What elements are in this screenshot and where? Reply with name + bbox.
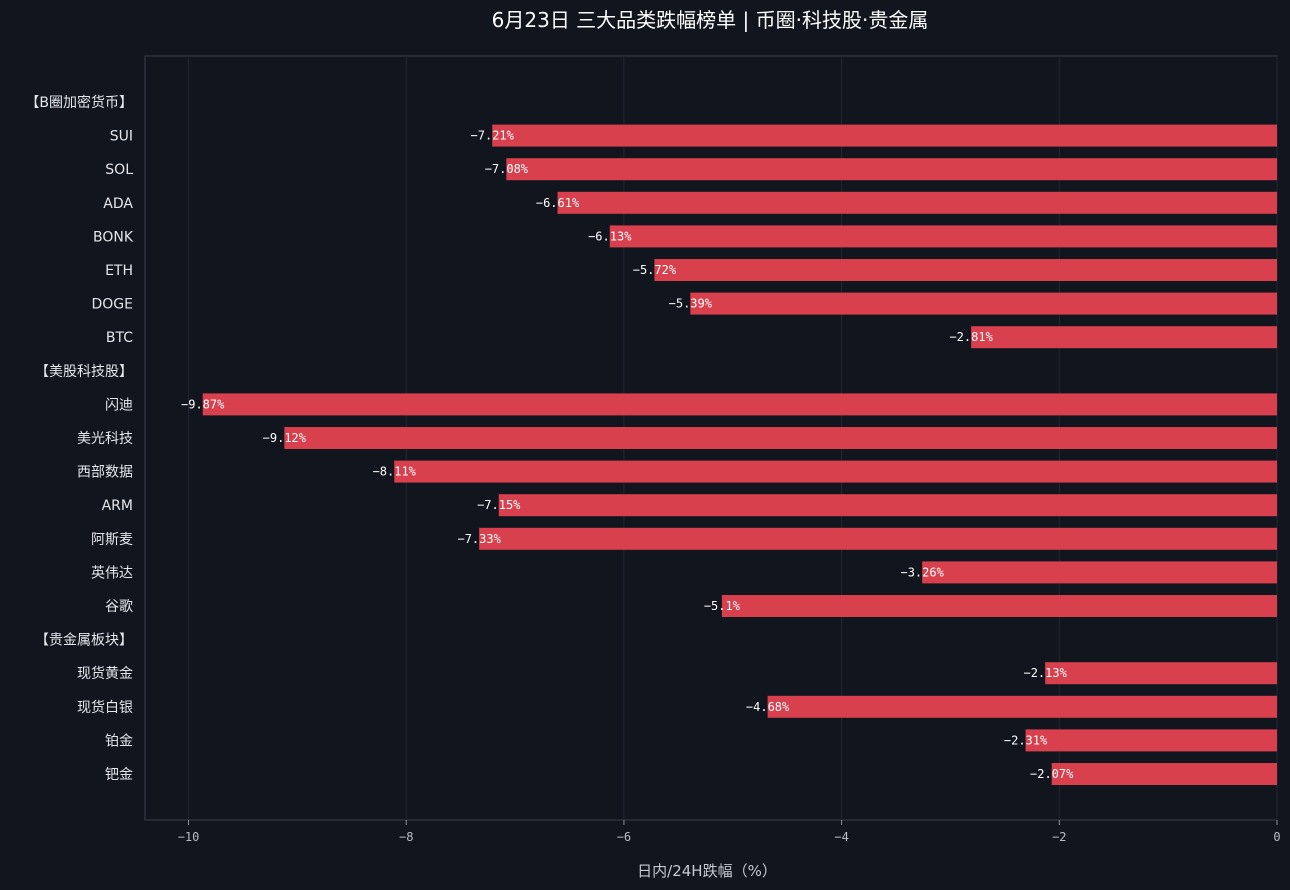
data-label: −2.13%: [1023, 666, 1067, 680]
bar: [492, 124, 1277, 147]
x-tick-label: −2: [1052, 830, 1066, 844]
category-label: 现货黄金: [77, 665, 133, 682]
category-label: ARM: [102, 498, 133, 514]
category-label: 谷歌: [105, 599, 133, 615]
data-label: −7.21%: [471, 129, 515, 143]
x-tick-label: −4: [834, 830, 848, 844]
data-label: −4.68%: [746, 700, 790, 714]
value-labels: −7.21% −7.08% −6.61% −6.13% −5.72% −5.39% −2.8…: [181, 129, 1074, 781]
data-label: −9.12%: [263, 431, 307, 445]
category-label: 【贵金属板块】: [35, 633, 133, 649]
category-label: 钯金: [105, 767, 133, 783]
category-labels: 【B圈加密货币】 SUI SOL ADA BONK ETH DOGE BTC 【美股科技股】闪迪…: [25, 94, 133, 783]
bar: [1025, 729, 1277, 752]
bar: [971, 326, 1277, 349]
category-label: BTC: [106, 330, 133, 346]
data-label: −2.81%: [949, 330, 993, 344]
x-axis-ticks: −10 −8 −6 −4 −2 0: [178, 820, 1281, 844]
category-label: BONK: [93, 229, 134, 245]
bar: [1051, 763, 1277, 785]
bar: [479, 527, 1277, 550]
bar: [767, 695, 1277, 718]
data-label: −5.39%: [669, 297, 713, 311]
category-label: 现货白银: [77, 699, 133, 716]
category-label: 美光科技: [77, 431, 133, 447]
category-label: 闪迪: [105, 397, 133, 413]
bars: [202, 124, 1277, 785]
data-label: −8.11%: [373, 465, 417, 479]
category-label: 阿斯麦: [91, 532, 133, 548]
category-label: 【美股科技股】: [35, 364, 133, 380]
category-label: 西部数据: [77, 465, 133, 481]
gridlines: [188, 56, 1278, 820]
bar: [284, 427, 1277, 449]
data-label: −7.33%: [457, 532, 501, 546]
bar: [922, 561, 1277, 584]
data-label: −6.61%: [536, 196, 580, 210]
x-tick-label: −6: [617, 830, 631, 844]
category-label: ADA: [103, 196, 133, 212]
data-label: −3.26%: [900, 565, 944, 579]
data-label: −2.31%: [1004, 733, 1048, 747]
x-tick-label: −10: [178, 830, 200, 844]
category-label: DOGE: [92, 297, 134, 313]
x-axis-title: 日内/24H跌幅（%）: [637, 862, 777, 880]
bar: [498, 494, 1277, 517]
bar: [506, 158, 1277, 181]
category-label: 英伟达: [91, 564, 133, 581]
bar: [202, 393, 1277, 416]
bar: [609, 225, 1277, 248]
bar: [557, 191, 1277, 214]
category-label: 【B圈加密货币】: [25, 94, 133, 111]
category-label: ETH: [105, 263, 133, 279]
x-tick-label: −8: [399, 830, 413, 844]
bar: [721, 595, 1277, 617]
category-label: SUI: [110, 129, 133, 145]
data-label: −7.08%: [485, 162, 529, 176]
data-label: −6.13%: [588, 229, 632, 243]
bar: [690, 292, 1277, 315]
bar: [394, 460, 1277, 483]
data-label: −5.72%: [633, 263, 677, 277]
x-tick-label: 0: [1273, 830, 1280, 844]
data-label: −5.1%: [704, 599, 741, 613]
data-label: −9.87%: [181, 397, 225, 411]
bar: [654, 259, 1277, 281]
data-label: −7.15%: [477, 498, 521, 512]
bar: [1045, 662, 1277, 685]
data-label: −2.07%: [1030, 767, 1074, 781]
category-label: 铂金: [105, 733, 133, 749]
category-label: SOL: [105, 162, 133, 178]
chart-title: 6月23日 三大品类跌幅榜单 | 币圈·科技股·贵金属: [492, 8, 929, 32]
